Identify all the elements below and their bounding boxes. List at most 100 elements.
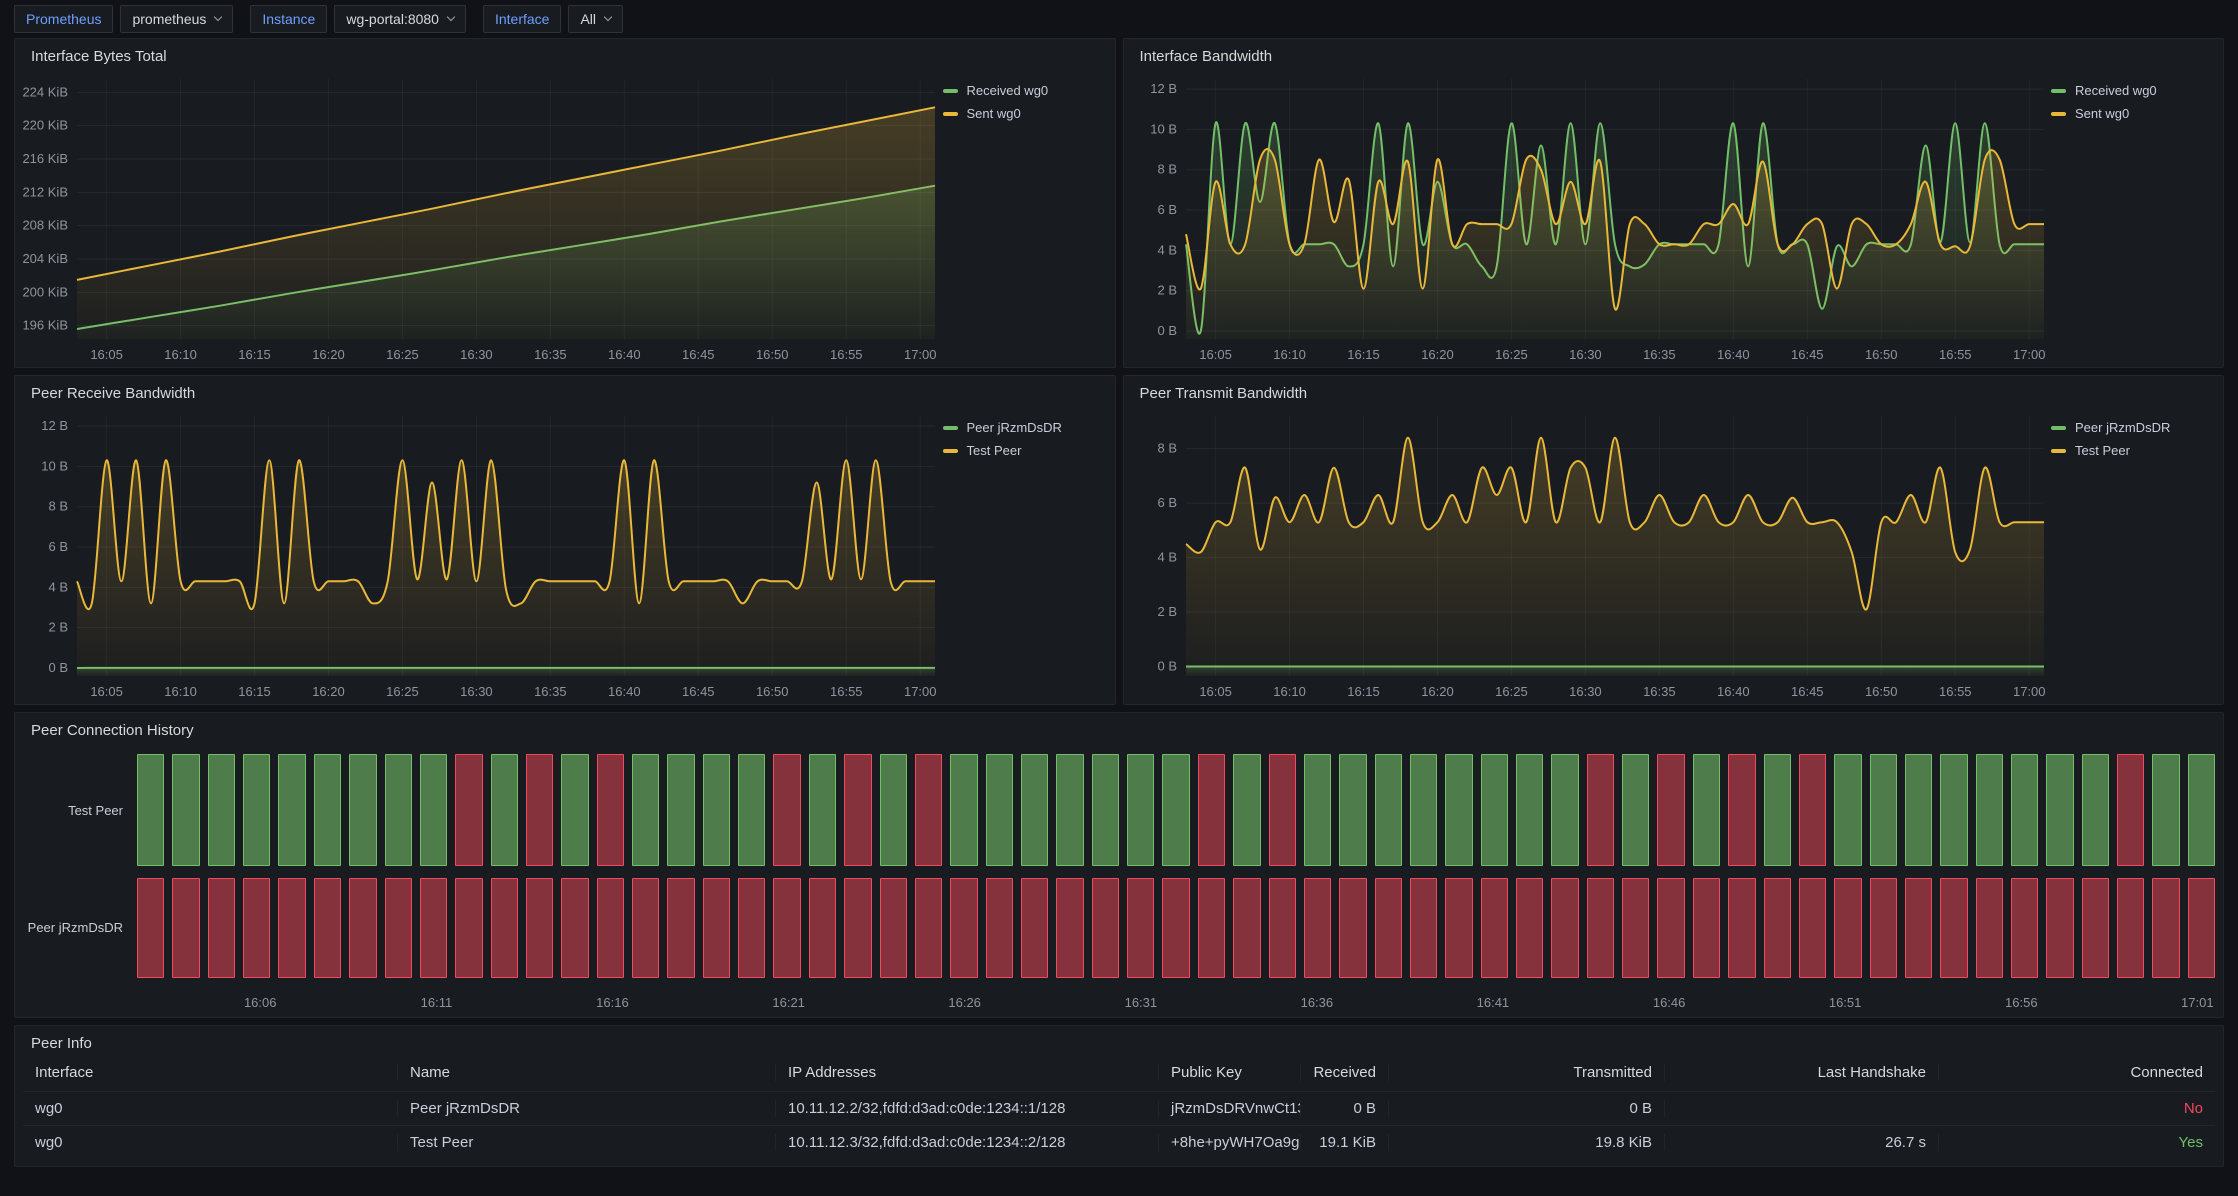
history-bar-up: [313, 754, 342, 867]
history-bar-up: [2152, 754, 2180, 867]
legend-label: Sent wg0: [2075, 106, 2130, 121]
column-header-ip-addresses[interactable]: IP Addresses: [776, 1064, 1159, 1081]
history-bar-down: [1586, 754, 1615, 867]
history-bar-up: [1834, 754, 1862, 867]
legend-item-received-wg0[interactable]: Received wg0: [2051, 83, 2215, 98]
column-header-name[interactable]: Name: [398, 1064, 776, 1081]
legend-item-received-wg0[interactable]: Received wg0: [942, 83, 1107, 98]
x-axis-tick-label: 16:45: [1791, 684, 1824, 699]
history-bar-up: [207, 754, 236, 867]
panel-title[interactable]: Peer Transmit Bandwidth: [1139, 385, 1308, 402]
peer-receive-bandwidth-plot[interactable]: 12 B 10 B 8 B 6 B 4 B 2 B 0 B 16:05 16:10 16:15 16…: [15, 404, 943, 704]
history-bar-down: [596, 754, 625, 867]
legend-item-test-peer[interactable]: Test Peer: [942, 443, 1107, 458]
x-axis-tick-label: 16:30: [1569, 347, 1602, 362]
x-axis-tick-label: 16:45: [682, 347, 715, 362]
x-axis-tick-label: 16:40: [608, 684, 641, 699]
column-header-connected[interactable]: Connected: [2130, 1064, 2203, 1081]
legend-swatch-icon: [942, 425, 958, 430]
history-bar-down: [1622, 877, 1650, 978]
history-row-peer-jrzmdsdr: Peer jRzmDsDR: [15, 877, 2223, 978]
column-header-transmitted[interactable]: Transmitted: [1389, 1064, 1665, 1081]
legend-item-peer-jrzmdsdr[interactable]: Peer jRzmDsDR: [942, 420, 1107, 435]
instance-value-dropdown[interactable]: wg-portal:8080: [334, 5, 466, 33]
legend-swatch-icon: [942, 88, 958, 93]
x-axis-tick-label: 16:40: [608, 347, 641, 362]
history-axis-tick-label: 16:31: [1124, 995, 1158, 1010]
history-bar-up: [1551, 754, 1579, 867]
history-bar-up: [738, 754, 766, 867]
history-bar-down: [1409, 877, 1438, 978]
interface-value-dropdown[interactable]: All: [568, 5, 624, 33]
x-axis-tick-label: 16:50: [1864, 347, 1897, 362]
legend-swatch-icon: [942, 448, 958, 453]
history-bar-up: [950, 754, 978, 867]
panel-title[interactable]: Interface Bytes Total: [31, 48, 167, 65]
cell-received: 0 B: [1301, 1100, 1389, 1117]
panel-title[interactable]: Interface Bandwidth: [1139, 48, 1273, 65]
legend-label: Test Peer: [966, 443, 1022, 458]
history-axis-tick-label: 16:06: [243, 995, 277, 1010]
x-axis-tick-label: 16:25: [1495, 347, 1528, 362]
history-bar-up: [1162, 754, 1190, 867]
panel-title[interactable]: Peer Connection History: [31, 722, 194, 739]
cell-interface: wg0: [23, 1100, 398, 1117]
history-bar-down: [1303, 877, 1332, 978]
legend-item-test-peer[interactable]: Test Peer: [2051, 443, 2215, 458]
history-bar-down: [2081, 877, 2110, 978]
y-axis-tick-label: 8 B: [1157, 441, 1177, 456]
history-bar-down: [879, 877, 907, 978]
x-axis-tick-label: 16:45: [1791, 347, 1824, 362]
history-bar-up: [632, 754, 660, 867]
history-bar-down: [561, 877, 589, 978]
instance-value: wg-portal:8080: [346, 11, 439, 27]
legend-swatch-icon: [2051, 111, 2066, 116]
x-axis-tick-label: 17:00: [904, 684, 937, 699]
var-group-instance: Instance wg-portal:8080: [250, 5, 466, 33]
column-header-received[interactable]: Received: [1301, 1064, 1389, 1081]
interface-bandwidth-plot[interactable]: 12 B 10 B 8 B 6 B 4 B 2 B 0 B 16:05 16:10 16:15 16…: [1124, 67, 2052, 367]
x-axis-tick-label: 16:40: [1717, 347, 1750, 362]
interface-bytes-total-plot[interactable]: 224 KiB 220 KiB 216 KiB 212 KiB 208 KiB 204 K…: [15, 67, 943, 367]
x-axis-tick-label: 16:15: [238, 684, 271, 699]
panel-title[interactable]: Peer Info: [31, 1035, 92, 1052]
history-bar-down: [1940, 877, 1968, 978]
column-header-interface[interactable]: Interface: [23, 1064, 398, 1081]
history-bar-down: [207, 877, 236, 978]
x-axis-tick-label: 16:50: [1864, 684, 1897, 699]
history-axis-tick-label: 16:21: [772, 995, 805, 1010]
legend-label: Peer jRzmDsDR: [2075, 420, 2171, 435]
panel-title[interactable]: Peer Receive Bandwidth: [31, 385, 196, 402]
history-bar-up: [1445, 754, 1473, 867]
datasource-label-chip[interactable]: Prometheus: [14, 5, 114, 33]
panel-interface-bytes-total: Interface Bytes Total 224 KiB 220 KiB 216 …: [14, 38, 1116, 368]
history-bar-down: [1728, 754, 1756, 867]
column-header-last-handshake[interactable]: Last Handshake: [1665, 1064, 1939, 1081]
x-axis-tick-label: 16:50: [756, 684, 789, 699]
history-bar-down: [914, 877, 943, 978]
legend-item-sent-wg0[interactable]: Sent wg0: [2051, 106, 2215, 121]
chevron-down-icon: [446, 12, 456, 22]
legend-swatch-icon: [2051, 448, 2066, 453]
peer-transmit-bandwidth-plot[interactable]: 8 B 6 B 4 B 2 B 0 B 16:05 16:10 16:15 16:20 16:25…: [1124, 404, 2052, 704]
interface-label-chip[interactable]: Interface: [482, 5, 562, 33]
x-axis-tick-label: 16:30: [460, 684, 493, 699]
instance-label-chip[interactable]: Instance: [250, 5, 328, 33]
history-bar-up: [1020, 754, 1049, 867]
column-header-public-key[interactable]: Public Key: [1159, 1064, 1301, 1081]
legend-item-sent-wg0[interactable]: Sent wg0: [942, 106, 1107, 121]
cell-ip-addresses: 10.11.12.3/32,fdfd:d3ad:c0de:1234::2/128: [776, 1134, 1159, 1151]
legend-item-peer-jrzmdsdr[interactable]: Peer jRzmDsDR: [2051, 420, 2215, 435]
history-bar-down: [1480, 877, 1509, 978]
cell-ip-addresses: 10.11.12.2/32,fdfd:d3ad:c0de:1234::1/128: [776, 1100, 1159, 1117]
history-bar-up: [1339, 754, 1367, 867]
x-axis-tick-label: 16:25: [1495, 684, 1528, 699]
history-bar-down: [1197, 754, 1226, 867]
y-axis-tick-label: 196 KiB: [22, 318, 68, 333]
history-bar-up: [808, 754, 837, 867]
datasource-value-dropdown[interactable]: prometheus: [120, 5, 234, 33]
history-bar-down: [667, 877, 695, 978]
x-axis-tick-label: 16:40: [1717, 684, 1750, 699]
history-bar-down: [2187, 877, 2216, 978]
history-bar-down: [844, 754, 872, 867]
